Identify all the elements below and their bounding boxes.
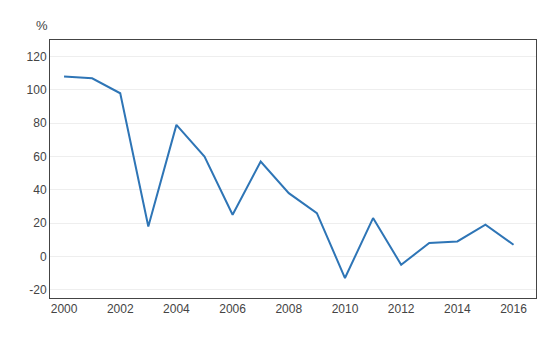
svg-text:100: 100 (27, 83, 47, 97)
svg-text:80: 80 (33, 116, 47, 130)
svg-text:60: 60 (33, 150, 47, 164)
svg-text:2004: 2004 (163, 302, 190, 316)
svg-text:20: 20 (33, 216, 47, 230)
svg-text:2014: 2014 (444, 302, 471, 316)
svg-text:2010: 2010 (332, 302, 359, 316)
svg-text:2002: 2002 (107, 302, 134, 316)
svg-text:2016: 2016 (500, 302, 527, 316)
svg-text:2006: 2006 (219, 302, 246, 316)
svg-text:0: 0 (40, 250, 47, 264)
svg-text:2000: 2000 (51, 302, 78, 316)
svg-text:%: % (36, 18, 48, 33)
svg-text:2012: 2012 (388, 302, 415, 316)
svg-text:2008: 2008 (275, 302, 302, 316)
svg-text:40: 40 (33, 183, 47, 197)
svg-text:-20: -20 (29, 283, 47, 297)
svg-text:120: 120 (27, 50, 47, 64)
